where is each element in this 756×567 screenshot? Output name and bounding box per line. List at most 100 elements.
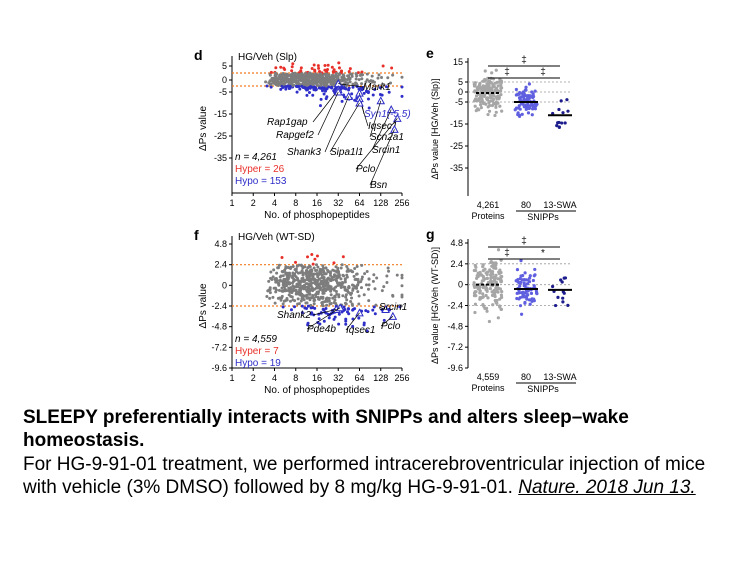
point xyxy=(318,282,322,286)
point xyxy=(496,84,500,88)
leader-line xyxy=(312,89,339,123)
point xyxy=(330,276,334,280)
hypo-point xyxy=(288,84,292,88)
panel-g: g 4.8 2.4 0 -2.4 -4.8 -7.2 -9.6 ΔPs value [HG/Ve… xyxy=(426,226,577,394)
point xyxy=(312,272,316,276)
point xyxy=(312,302,316,306)
point xyxy=(528,276,532,280)
highlight-marker xyxy=(333,87,343,96)
point xyxy=(400,75,404,79)
hyper-point xyxy=(360,70,364,74)
gene-label: Shank3 xyxy=(287,147,321,158)
point xyxy=(485,289,489,293)
point xyxy=(360,277,364,281)
point xyxy=(356,290,360,294)
point xyxy=(515,268,520,272)
hypo-point xyxy=(332,317,336,321)
point xyxy=(317,273,321,277)
hypo-point xyxy=(280,84,284,88)
highlight-marker xyxy=(344,91,354,100)
point xyxy=(289,286,293,290)
point xyxy=(306,266,310,270)
point xyxy=(301,293,305,297)
point xyxy=(523,271,527,275)
point xyxy=(338,281,342,285)
point xyxy=(302,280,306,284)
significance-mark: ‡ xyxy=(521,236,527,247)
point xyxy=(315,268,319,272)
citation-link[interactable]: Nature. 2018 Jun 13. xyxy=(518,477,696,498)
point xyxy=(474,109,478,113)
point xyxy=(296,292,300,296)
point xyxy=(478,285,482,289)
point xyxy=(330,73,334,77)
point xyxy=(477,287,482,292)
point xyxy=(315,285,319,289)
hypo-point xyxy=(342,95,346,99)
leader-line xyxy=(345,312,360,331)
point xyxy=(523,301,527,305)
caption-text: For HG-9-91-01 treatment, we performed i… xyxy=(23,454,706,498)
point xyxy=(400,293,404,297)
point xyxy=(339,277,343,281)
point xyxy=(499,79,504,83)
y-tick-label: -35 xyxy=(214,153,227,163)
point xyxy=(494,286,498,290)
point xyxy=(292,286,296,290)
point xyxy=(307,78,311,82)
leader-line xyxy=(329,102,360,153)
point xyxy=(479,296,483,300)
point xyxy=(294,290,298,294)
point xyxy=(337,295,341,299)
point xyxy=(487,82,491,86)
point xyxy=(566,303,570,307)
point xyxy=(532,299,536,303)
significance-mark: * xyxy=(541,248,545,259)
point xyxy=(526,111,531,115)
point xyxy=(324,266,328,270)
point xyxy=(360,263,364,267)
hypo-point xyxy=(344,322,348,326)
column-points xyxy=(472,248,504,324)
point xyxy=(486,96,490,100)
point xyxy=(270,277,274,281)
point xyxy=(367,299,371,303)
x-tick-label: 2 xyxy=(251,198,256,208)
point xyxy=(553,303,558,308)
hypo-point xyxy=(293,305,297,309)
point xyxy=(360,275,364,279)
point xyxy=(557,125,561,129)
point xyxy=(481,292,485,296)
point xyxy=(533,104,537,109)
significance-mark: ‡ xyxy=(504,67,510,78)
point xyxy=(495,289,499,293)
panel-title: HG/Veh (Slp) xyxy=(238,52,297,63)
point xyxy=(372,273,376,277)
point xyxy=(336,268,340,272)
hypo-point xyxy=(371,308,375,312)
point xyxy=(279,274,283,278)
point xyxy=(316,292,320,296)
point xyxy=(291,284,295,288)
category-label: 4,261 xyxy=(477,200,500,210)
point xyxy=(370,74,374,78)
gene-label: Bsn xyxy=(370,180,388,191)
point xyxy=(290,281,294,285)
point xyxy=(335,292,339,296)
point xyxy=(307,277,311,281)
hyper-point xyxy=(323,63,327,67)
point xyxy=(498,104,502,108)
point xyxy=(282,77,286,81)
point xyxy=(500,274,504,279)
point xyxy=(282,299,286,303)
y-tick-label: -9.6 xyxy=(211,363,227,373)
group-label: Proteins xyxy=(471,383,505,393)
point xyxy=(360,77,364,81)
hypo-point xyxy=(371,93,375,97)
point xyxy=(274,71,278,75)
y-tick-label: -5 xyxy=(219,87,227,97)
point xyxy=(308,298,312,302)
hyper-label: Hyper = 26 xyxy=(235,164,285,175)
point xyxy=(527,82,532,86)
point xyxy=(531,107,535,111)
